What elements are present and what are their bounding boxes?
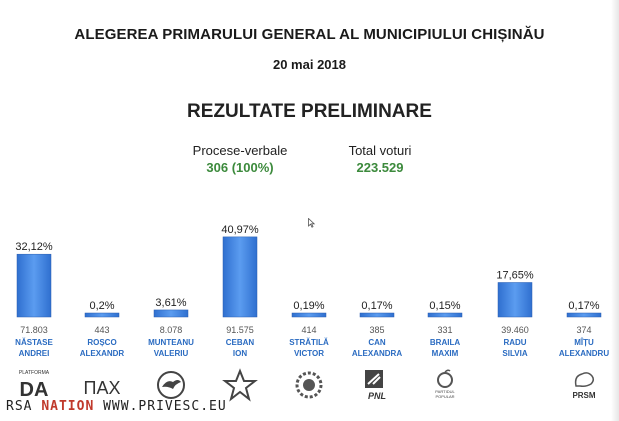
svg-text:PLATFORMA: PLATFORMA <box>19 370 50 376</box>
results-heading: REZULTATE PRELIMINARE <box>187 101 432 122</box>
prsm-logo: PRSM <box>566 368 602 404</box>
election-date: 20 mai 2018 <box>272 57 346 72</box>
candidate-firstname-6: MAXIM <box>431 349 459 358</box>
candidate-firstname-5: ALEXANDRA <box>351 349 403 358</box>
candidate-votes-8: 374 <box>576 325 592 335</box>
bar-value-label-1: 0,2% <box>89 300 114 312</box>
bar-value-label-3: 40,97% <box>221 224 259 236</box>
bird-emblem-logo <box>153 368 189 404</box>
candidate-votes-5: 385 <box>369 325 385 335</box>
mouse-cursor-icon <box>308 218 316 228</box>
svg-text:PNL: PNL <box>368 391 386 401</box>
bar-3 <box>222 236 258 318</box>
bar-4 <box>291 312 327 318</box>
bar-7 <box>497 282 533 318</box>
frame-edge <box>611 0 619 421</box>
candidate-votes-1: 443 <box>94 325 110 335</box>
votes-value: 223.529 <box>356 160 404 175</box>
svg-text:DA: DA <box>20 379 49 401</box>
candidate-surname-7: RADU <box>503 338 527 347</box>
candidate-votes-7: 39.460 <box>501 325 529 335</box>
bar-0 <box>16 253 52 318</box>
candidate-votes-3: 91.575 <box>226 325 254 335</box>
watermark-station: NATION <box>41 399 95 414</box>
bar-8 <box>566 312 602 318</box>
candidate-surname-5: CAN <box>368 338 386 347</box>
svg-text:PARTIDUL: PARTIDUL <box>435 389 455 394</box>
candidate-firstname-3: ION <box>232 349 248 358</box>
candidate-surname-3: CEBAN <box>225 338 255 347</box>
platforma-da-logo: PLATFORMA DA <box>16 368 52 404</box>
svg-text:PRSM: PRSM <box>572 391 595 400</box>
bar-5 <box>359 312 395 318</box>
bar-value-label-0: 32,12% <box>15 241 53 253</box>
pv-label: Procese-verbale <box>192 143 288 158</box>
votes-label: Total voturi <box>348 143 412 158</box>
candidate-surname-2: MUNTEANU <box>148 338 194 347</box>
watermark-prefix: RSA <box>6 399 33 414</box>
page-title: ALEGEREA PRIMARULUI GENERAL AL MUNICIPIU… <box>74 26 545 43</box>
blank-logo <box>497 368 533 404</box>
bar-value-label-5: 0,17% <box>361 300 392 312</box>
pax-logo: ПАХ <box>84 368 121 404</box>
bar-6 <box>427 312 463 318</box>
candidate-surname-0: NĂSTASE <box>15 338 53 347</box>
candidate-firstname-1: ALEXANDR <box>79 349 125 358</box>
candidate-firstname-0: ANDREI <box>18 349 50 358</box>
candidate-votes-0: 71.803 <box>20 325 48 335</box>
bar-value-label-8: 0,17% <box>568 300 599 312</box>
candidate-surname-4: STRĂTILĂ <box>289 338 329 347</box>
svg-text:POPULAR: POPULAR <box>435 394 454 399</box>
candidate-surname-8: MÎȚU <box>574 338 594 347</box>
red-star-logo <box>222 368 258 404</box>
bar-value-label-7: 17,65% <box>496 269 534 281</box>
pnl-logo: PNL <box>359 368 395 404</box>
results-bar-chart: 32,12% 0,2% 3,61% 40,97% 0,19% 0,17% 0,15% 17,6… <box>15 224 602 318</box>
candidate-firstname-4: VICTOR <box>293 349 325 358</box>
bar-2 <box>153 309 189 318</box>
partidul-popular-logo: PARTIDUL POPULAR <box>427 368 463 404</box>
bar-value-label-4: 0,19% <box>293 300 324 312</box>
candidate-firstname-8: ALEXANDRU <box>558 349 610 358</box>
candidate-surname-6: BRAILA <box>429 338 461 347</box>
candidate-firstname-7: SILVIA <box>502 349 528 358</box>
bar-value-label-2: 3,61% <box>155 297 186 309</box>
candidate-votes-2: 8.078 <box>159 325 183 335</box>
sunflower-logo <box>291 368 327 404</box>
svg-text:ПАХ: ПАХ <box>84 378 120 398</box>
candidate-surname-1: ROȘCO <box>87 338 117 347</box>
pv-value: 306 (100%) <box>206 160 274 175</box>
watermark: RSA NATION WWW.PRIVESC.EU <box>6 399 227 414</box>
bar-1 <box>84 312 120 318</box>
candidate-votes-4: 414 <box>301 325 317 335</box>
candidate-votes-6: 331 <box>437 325 453 335</box>
candidate-firstname-2: VALERIU <box>153 349 189 358</box>
bar-value-label-6: 0,15% <box>429 300 460 312</box>
watermark-url: WWW.PRIVESC.EU <box>103 399 227 414</box>
